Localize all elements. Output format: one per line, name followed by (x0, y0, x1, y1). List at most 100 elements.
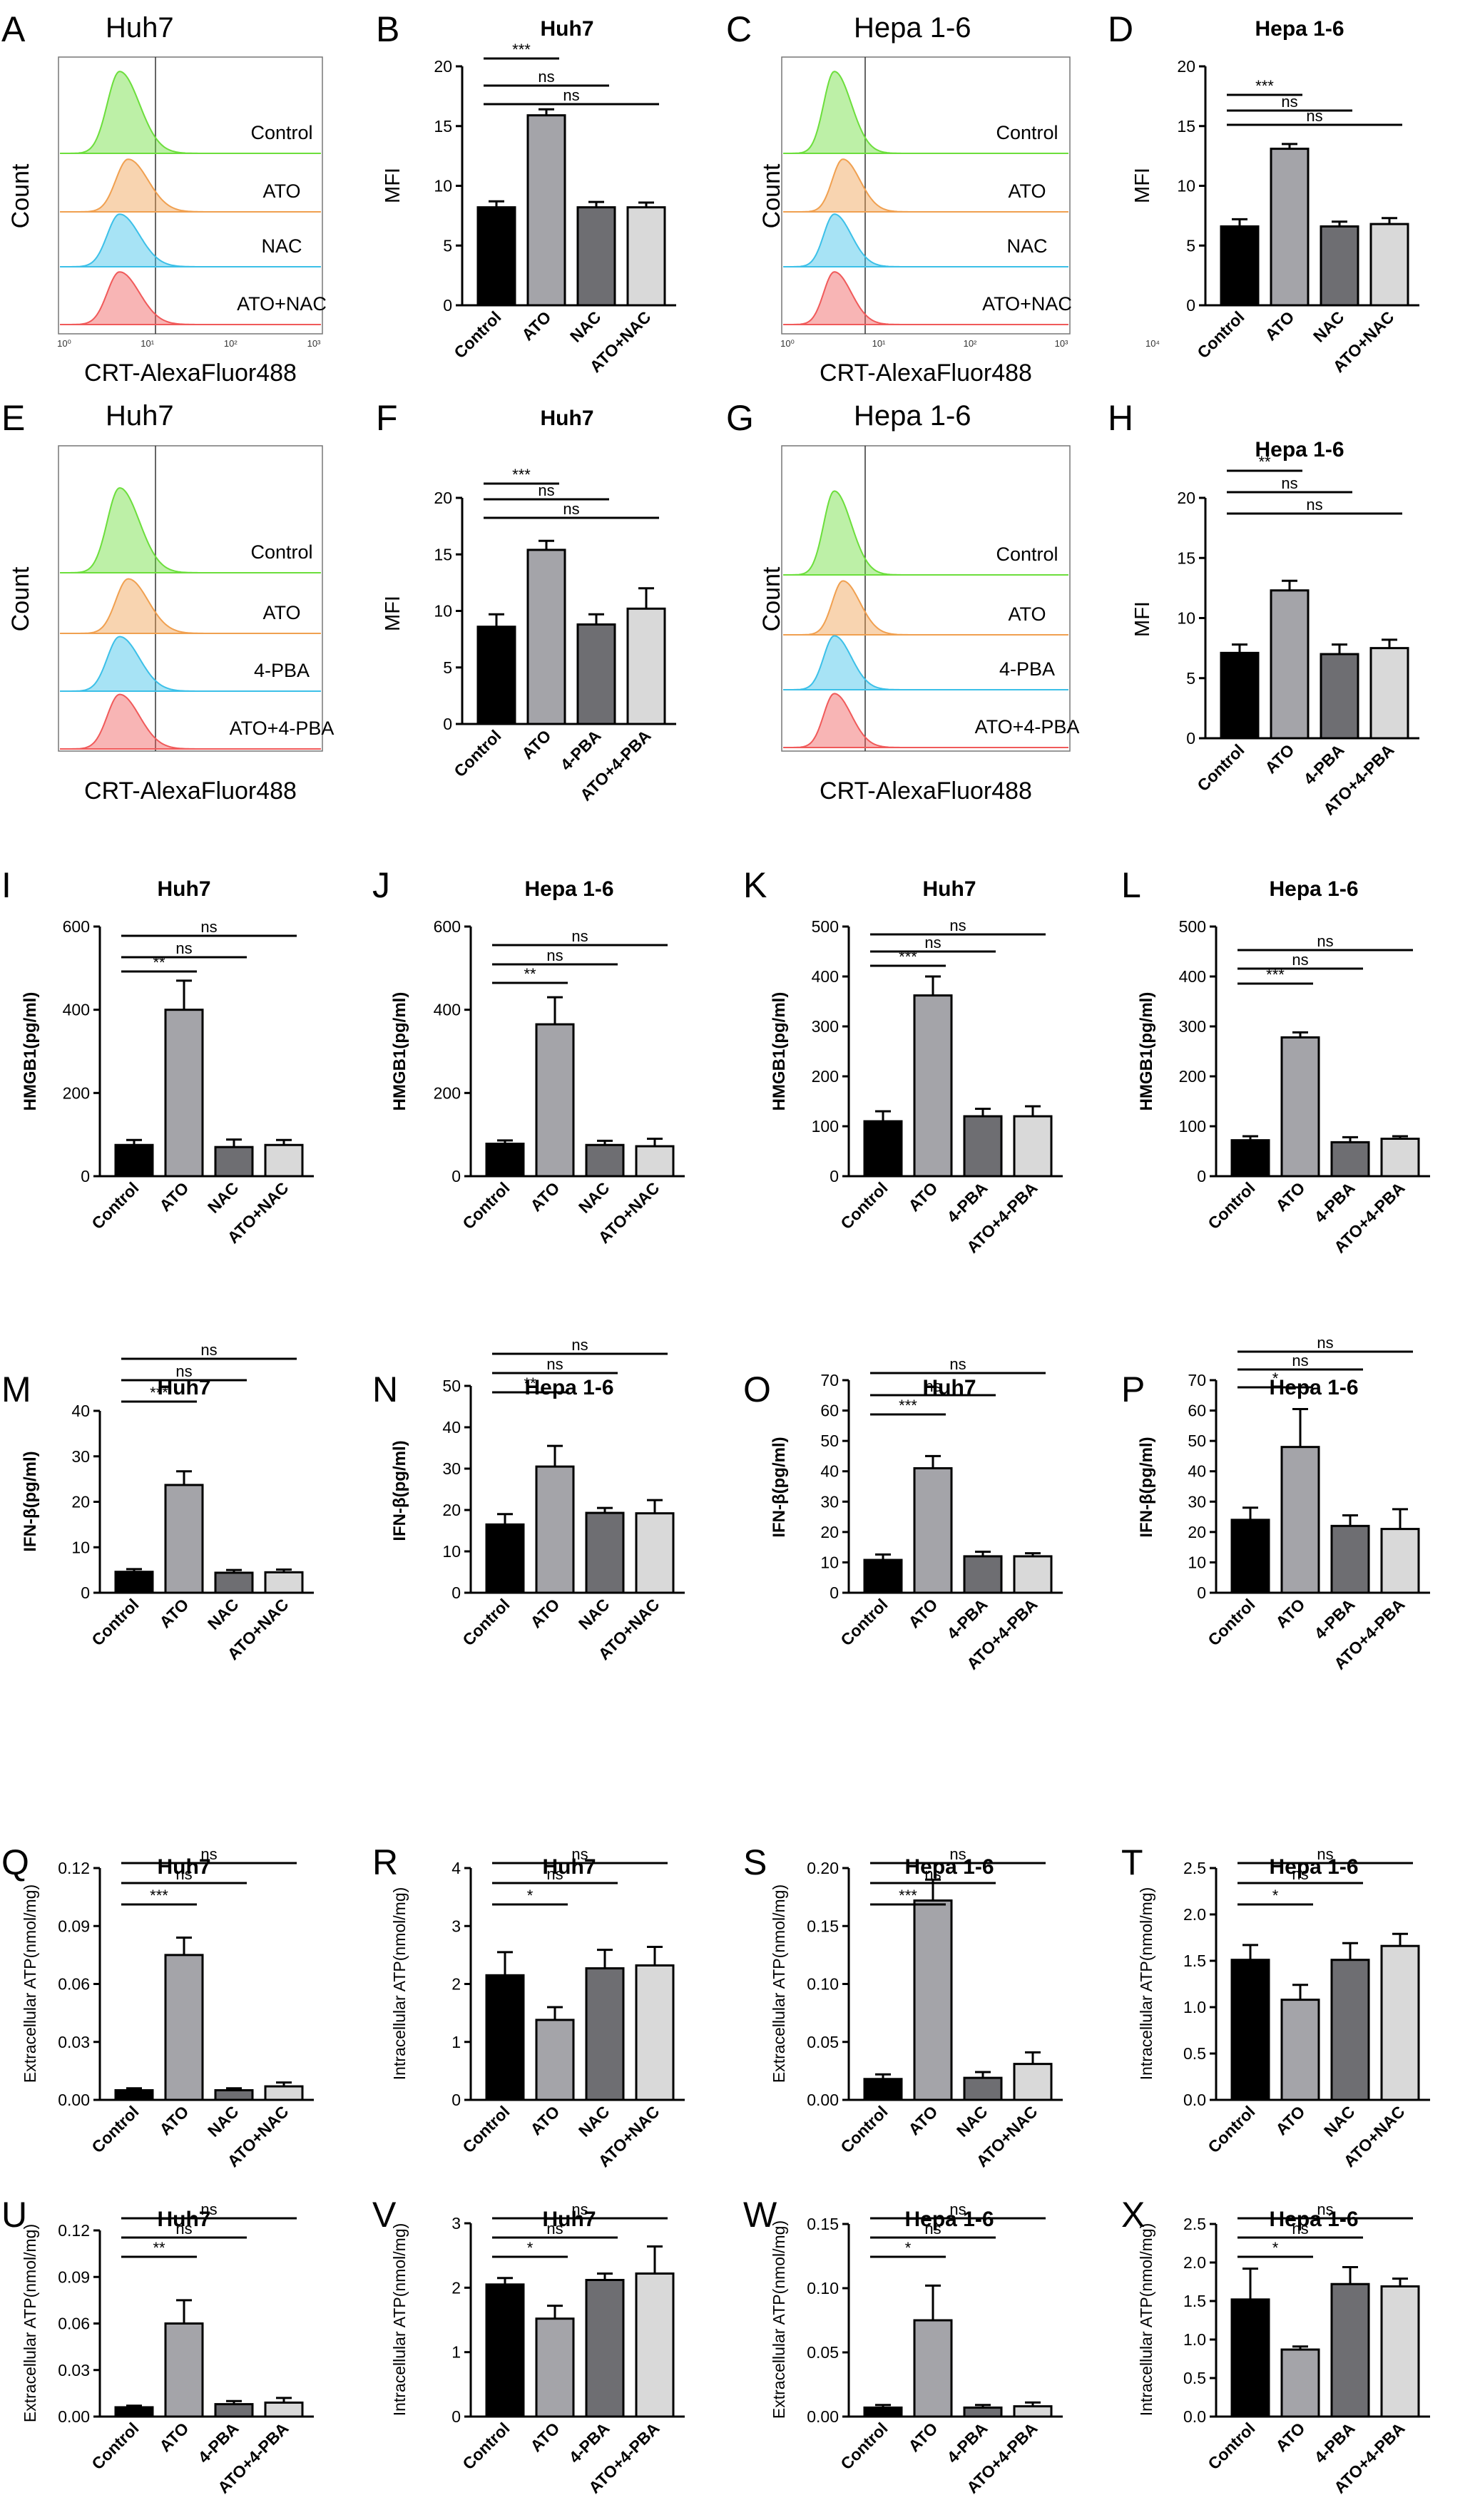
series-label: ATO (1008, 603, 1046, 625)
chart-title: Hepa 1-6 (1255, 438, 1344, 461)
significance-label: ns (924, 1865, 941, 1883)
bar-nac (214, 1146, 254, 1178)
y-tick-label: 1.5 (1183, 1952, 1206, 1970)
category-label: 4-PBA (194, 2419, 242, 2467)
y-tick-label: 0 (81, 1167, 90, 1185)
x-tick-label: 10³ (307, 338, 321, 349)
category-label: ATO (1272, 1595, 1308, 1631)
bar-nac (1330, 1959, 1370, 2101)
series-label: NAC (261, 235, 302, 257)
y-axis-label: MFI (382, 168, 404, 203)
category-label: 4-PBA (1310, 1178, 1358, 1226)
series-label: Control (250, 122, 312, 143)
bar-control (863, 1559, 903, 1594)
panel-letter: A (1, 9, 26, 49)
y-tick-label: 40 (71, 1402, 90, 1420)
bar-ato-4-pba (1013, 2405, 1053, 2418)
y-tick-label: 2.0 (1183, 1905, 1206, 1924)
y-tick-label: 400 (63, 1001, 90, 1019)
panel-letter: G (726, 398, 754, 438)
bar-ato-nac (1369, 223, 1409, 307)
series-label: ATO (1008, 180, 1046, 202)
significance-label: * (527, 2239, 534, 2257)
category-label: ATO (1261, 740, 1297, 777)
y-tick-label: 2.5 (1183, 1859, 1206, 1877)
significance-label: ns (1306, 496, 1322, 514)
significance-label: ns (546, 2220, 563, 2238)
chart-title: Huh7 (106, 400, 174, 432)
bar-nac (585, 1967, 625, 2101)
y-tick-label: 20 (442, 1501, 461, 1519)
y-tick-label: 30 (820, 1492, 839, 1511)
category-label: Control (1204, 1178, 1258, 1233)
chart-title: Hepa 1-6 (524, 877, 613, 901)
category-label: ATO (1272, 2102, 1308, 2138)
y-tick-label: 1.0 (1183, 2330, 1206, 2349)
category-label: Control (450, 726, 504, 780)
panel-k: K Huh7 0 100 200 300 400 500 HMGB1(pg/ml) Control… (743, 865, 1063, 1257)
chart-title: Huh7 (106, 12, 174, 44)
category-label: 4-PBA (943, 1178, 991, 1226)
bar-ato (164, 1009, 204, 1178)
y-tick-label: 500 (1179, 917, 1206, 936)
y-tick-label: 0.10 (807, 1975, 839, 1994)
y-axis-label: IFN-β(pg/ml) (21, 1451, 40, 1551)
y-tick-label: 0 (443, 296, 452, 315)
significance-label: ** (153, 2239, 165, 2257)
significance-label: ns (1306, 107, 1322, 125)
panel-letter: C (726, 9, 752, 49)
panel-q: Q Huh7 0.00 0.03 0.06 0.09 0.12 Extracellular A… (1, 1842, 314, 2170)
category-label: ATO (526, 2102, 563, 2138)
y-tick-label: 30 (1188, 1492, 1206, 1511)
category-label: NAC (566, 307, 605, 346)
y-axis-label: Extracellular ATP(nmol/mg) (770, 1884, 788, 2083)
bar-control (485, 1523, 525, 1594)
significance-label: *** (150, 1887, 168, 1904)
panel-letter: B (376, 9, 399, 49)
significance-label: ns (538, 68, 554, 86)
significance-label: ** (524, 1374, 536, 1392)
category-label: ATO (1272, 2419, 1308, 2455)
series-label: NAC (1006, 235, 1047, 257)
category-label: Control (837, 1178, 891, 1233)
y-tick-label: 400 (812, 967, 839, 986)
significance-label: ns (571, 1336, 588, 1354)
series-label: ATO+NAC (982, 293, 1072, 315)
bar-4-pba (1330, 1141, 1370, 1178)
y-tick-label: 0.00 (58, 2407, 90, 2426)
y-tick-label: 20 (434, 57, 452, 76)
category-label: ATO (526, 1595, 563, 1631)
y-tick-label: 0.05 (807, 2033, 839, 2051)
bar-ato (535, 1465, 575, 1594)
bar-4-pba (963, 2406, 1003, 2418)
y-tick-label: 10 (1177, 177, 1195, 195)
histogram-control (783, 490, 1068, 576)
category-label: 4-PBA (1310, 1595, 1358, 1643)
panel-l: L Hepa 1-6 0 100 200 300 400 500 HMGB1(pg/ml) Con… (1121, 865, 1430, 1257)
y-tick-label: 0 (1197, 1167, 1206, 1185)
significance-label: *** (512, 466, 531, 484)
y-tick-label: 0 (830, 1167, 839, 1185)
panel-letter: S (743, 1842, 767, 1882)
panel-i: I Huh7 0 200 400 600 HMGB1(pg/ml) Control ATO NAC… (1, 865, 314, 1247)
panel-letter: K (743, 865, 767, 905)
y-tick-label: 0 (451, 1167, 461, 1185)
panel-letter: T (1121, 1842, 1143, 1882)
series-label: 4-PBA (254, 660, 310, 681)
y-tick-label: 0.0 (1183, 2091, 1206, 2109)
significance-label: * (1272, 1369, 1279, 1387)
bar-ato-nac (635, 1512, 675, 1594)
bar-ato (1280, 1036, 1320, 1178)
category-label: ATO (1261, 307, 1297, 344)
panel-letter: D (1108, 9, 1133, 49)
bar-ato-4-pba (1013, 1115, 1053, 1178)
bar-ato-4-pba (264, 2401, 304, 2418)
y-axis-label: HMGB1(pg/ml) (1137, 992, 1156, 1111)
y-tick-label: 5 (1186, 236, 1195, 255)
category-label: Control (837, 2102, 891, 2156)
category-label: 4-PBA (565, 2419, 613, 2467)
